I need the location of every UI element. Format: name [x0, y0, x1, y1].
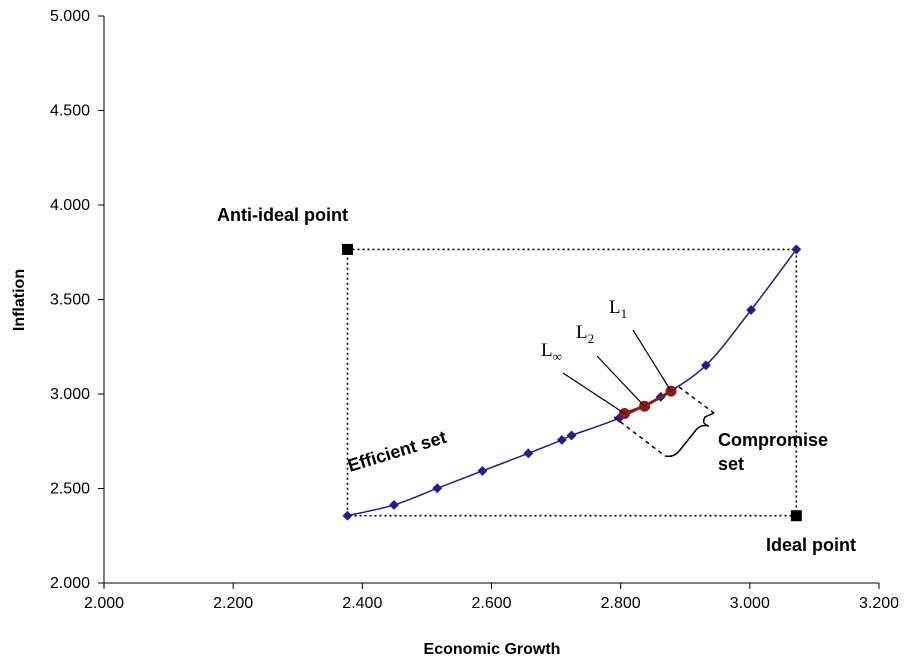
- efficient-set-label: Efficient set: [345, 427, 448, 476]
- compromise-set-label: Compromise: [718, 430, 828, 450]
- y-tick-label: 5.000: [50, 8, 90, 25]
- reference-box: [346, 248, 798, 517]
- efficient-point: [566, 430, 577, 441]
- efficient-point: [389, 499, 399, 510]
- tick-labels: 2.000 2.200 2.400 2.600 2.800 3.000 3.200 2.000…: [50, 8, 899, 612]
- efficient-point: [746, 304, 757, 315]
- efficient-point: [432, 483, 443, 494]
- l2-leader: [596, 355, 645, 407]
- l1-label: L1: [609, 297, 627, 321]
- efficient-point: [791, 244, 802, 255]
- y-tick-label: 4.000: [50, 197, 90, 214]
- l2-label: L2: [576, 322, 594, 346]
- x-tick-label: 2.200: [213, 595, 253, 612]
- x-tick-label: 3.000: [730, 595, 770, 612]
- leader-lines: [562, 329, 715, 458]
- ideal-point-marker: [790, 510, 802, 522]
- y-tick-label: 3.500: [50, 292, 90, 309]
- efficient-point: [342, 510, 353, 521]
- x-tick-label: 3.200: [859, 595, 899, 612]
- compromise-dashed-lower: [613, 416, 666, 457]
- y-axis-title: Inflation: [11, 269, 28, 331]
- compromise-dashed-upper: [678, 386, 715, 414]
- x-axis-title: Economic Growth: [424, 641, 561, 658]
- efficient-set-curve: [347, 248, 797, 517]
- series-layer: [341, 243, 802, 522]
- ideal-antiideal-box: [346, 248, 798, 517]
- efficient-point: [700, 360, 711, 371]
- linf-label: L∞: [541, 340, 562, 364]
- linf-leader: [562, 372, 625, 414]
- x-tick-label: 2.400: [342, 595, 382, 612]
- anti-ideal-label: Anti-ideal point: [217, 205, 348, 225]
- l1-leader: [632, 329, 672, 392]
- y-tick-label: 3.000: [50, 386, 90, 403]
- compromise-brace: [664, 412, 715, 458]
- compromise-set-label-line2: set: [718, 454, 744, 474]
- x-tick-label: 2.000: [84, 595, 124, 612]
- y-tick-label: 4.500: [50, 103, 90, 120]
- axes: [98, 15, 880, 589]
- anti-ideal-point-marker: [341, 243, 353, 255]
- efficient-point: [477, 465, 488, 476]
- x-tick-label: 2.800: [601, 595, 641, 612]
- x-tick-label: 2.600: [471, 595, 511, 612]
- ideal-label: Ideal point: [766, 535, 856, 555]
- efficient-point: [556, 434, 567, 445]
- y-tick-label: 2.500: [50, 481, 90, 498]
- efficient-point: [523, 448, 534, 459]
- y-tick-label: 2.000: [50, 575, 90, 592]
